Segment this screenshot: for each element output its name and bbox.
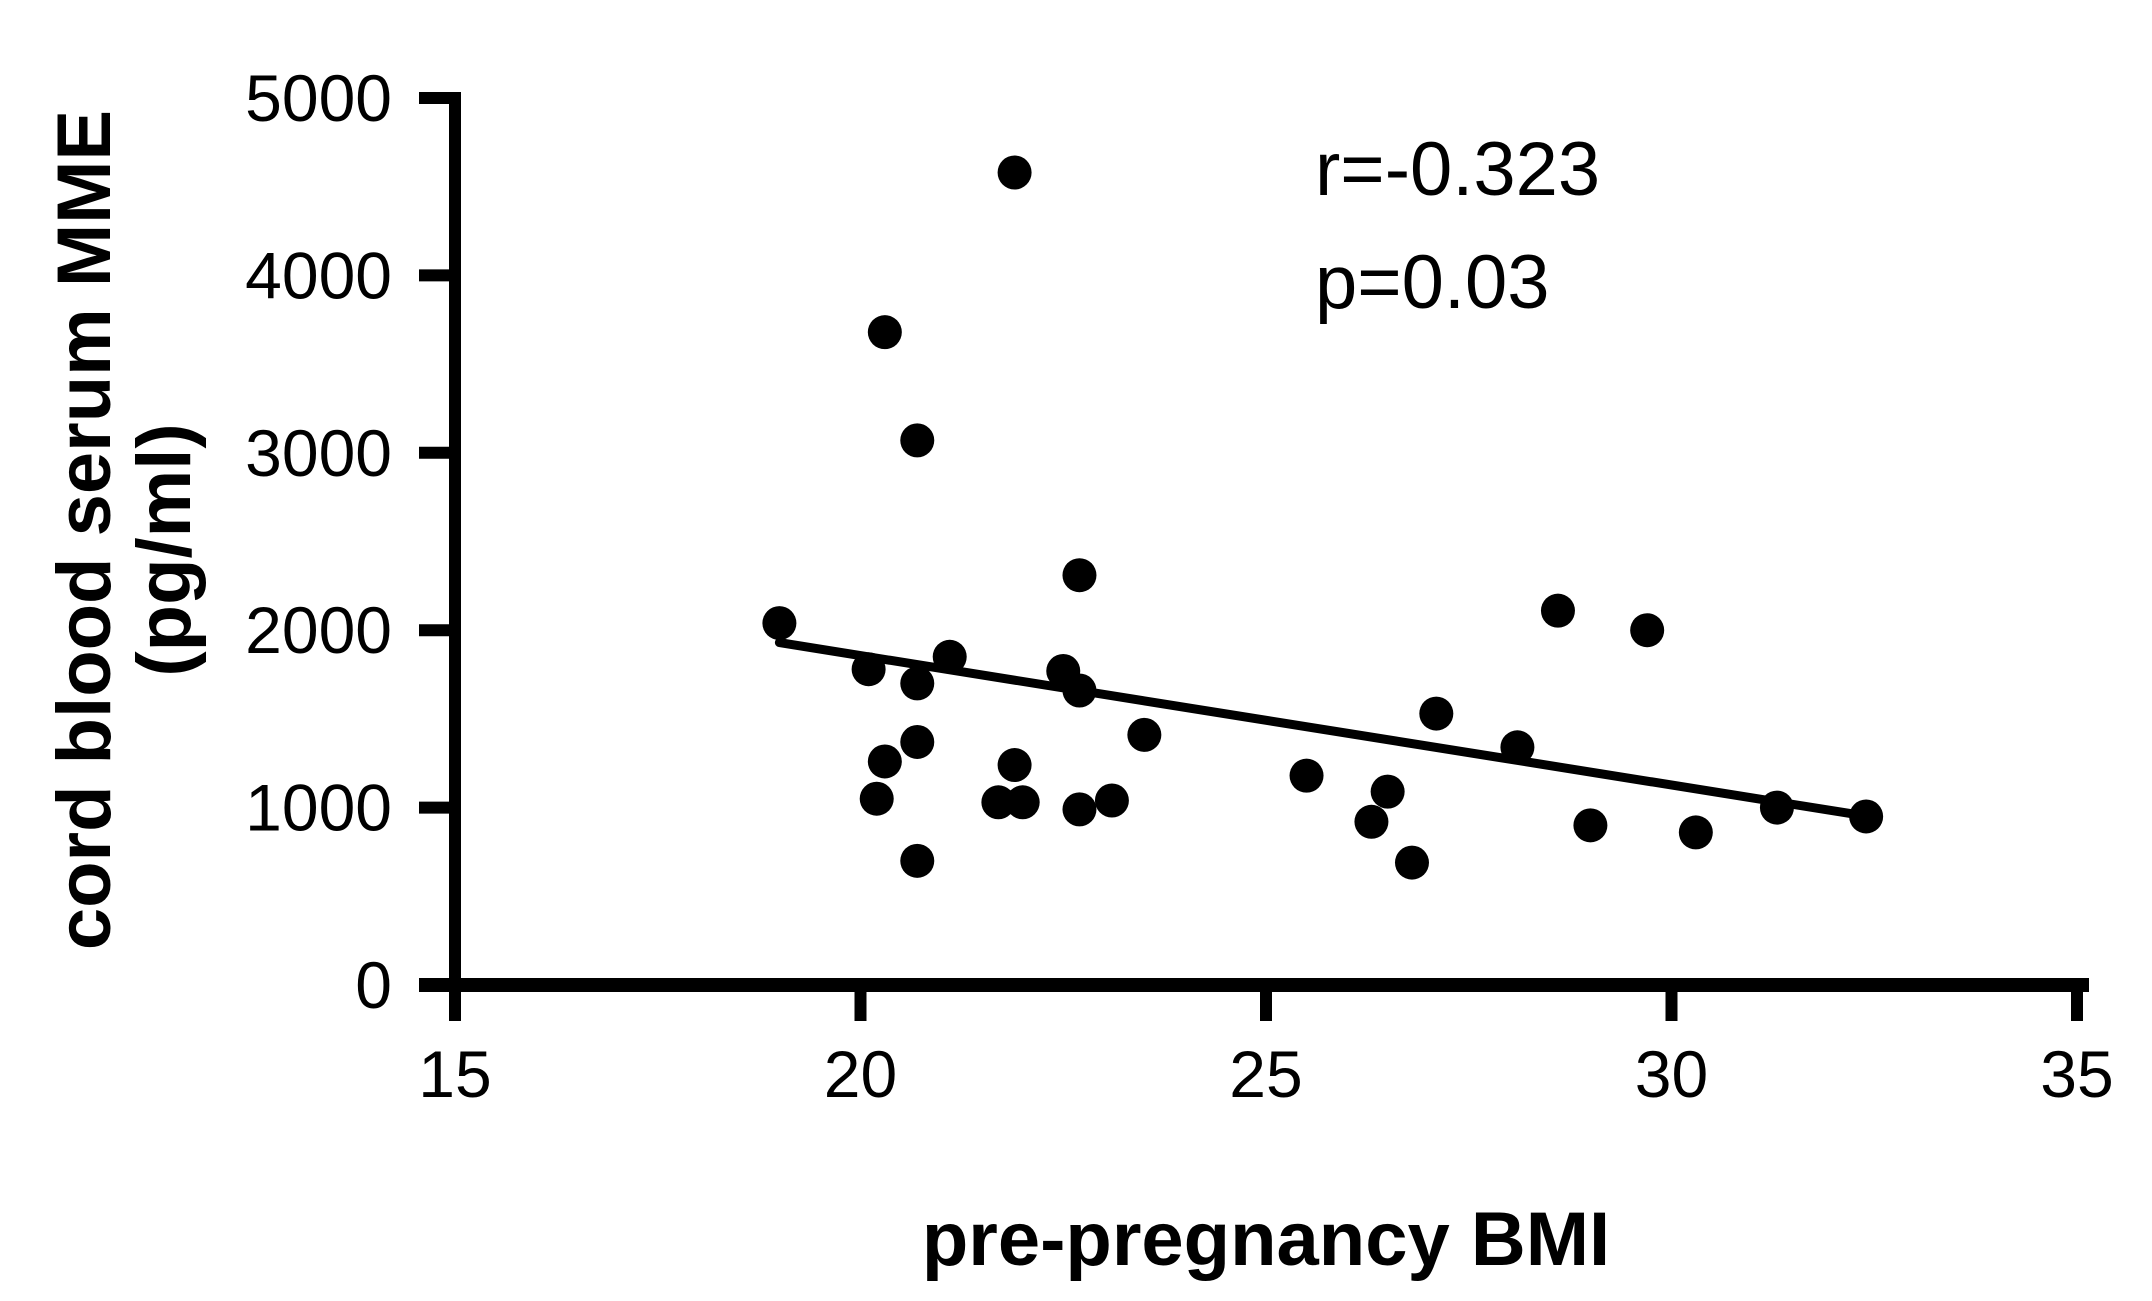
data-point [1062, 673, 1097, 708]
data-point [997, 748, 1032, 783]
data-point [1630, 613, 1665, 648]
data-point [1289, 758, 1324, 793]
data-point [900, 666, 935, 701]
x-tick-label: 15 [418, 1037, 491, 1111]
data-point [1370, 774, 1405, 809]
y-tick-label: 2000 [245, 593, 392, 667]
x-tick-label: 30 [1635, 1037, 1708, 1111]
x-tick-labels: 15 20 25 30 35 [418, 1037, 2113, 1111]
data-point [900, 843, 935, 878]
data-point [1540, 593, 1575, 628]
trend-line [774, 638, 1879, 822]
data-point [1005, 785, 1040, 820]
data-point [1759, 790, 1794, 825]
y-tick-label: 5000 [245, 61, 392, 135]
y-tick-label: 4000 [245, 238, 392, 312]
trend-line-layer [774, 638, 1879, 822]
data-point [981, 785, 1016, 820]
y-axis-title-line2: (pg/ml) [122, 423, 207, 676]
y-tick-label: 0 [355, 948, 392, 1022]
x-tick-label: 20 [824, 1037, 897, 1111]
data-point [1849, 799, 1884, 834]
data-point [762, 606, 797, 641]
data-points-layer [762, 155, 1884, 880]
data-point [1062, 792, 1097, 827]
y-axis-title-line1: cord blood serum MME [42, 110, 127, 950]
y-tick-label: 1000 [245, 771, 392, 845]
data-point [1394, 845, 1429, 880]
data-point [851, 652, 886, 687]
y-tick-label: 3000 [245, 416, 392, 490]
data-point [1062, 558, 1097, 593]
data-point [1500, 730, 1535, 765]
x-tick-label: 25 [1229, 1037, 1302, 1111]
correlation-r-text: r=-0.323 [1315, 127, 1600, 212]
data-point [997, 155, 1032, 190]
data-point [1419, 696, 1454, 731]
data-point [867, 744, 902, 779]
data-point [932, 639, 967, 674]
data-point [900, 724, 935, 759]
data-point [900, 423, 935, 458]
y-tick-labels: 0 1000 2000 3000 4000 5000 [245, 61, 392, 1022]
x-axis-title: pre-pregnancy BMI [922, 1197, 1610, 1282]
axes [419, 92, 2089, 1021]
x-tick-label: 35 [2040, 1037, 2113, 1111]
data-point [1127, 717, 1162, 752]
data-point [867, 315, 902, 350]
data-point [1354, 804, 1389, 839]
p-value-text: p=0.03 [1315, 240, 1550, 325]
data-point [859, 781, 894, 816]
data-point [1094, 783, 1129, 818]
data-point [1678, 815, 1713, 850]
data-point [1573, 808, 1608, 843]
